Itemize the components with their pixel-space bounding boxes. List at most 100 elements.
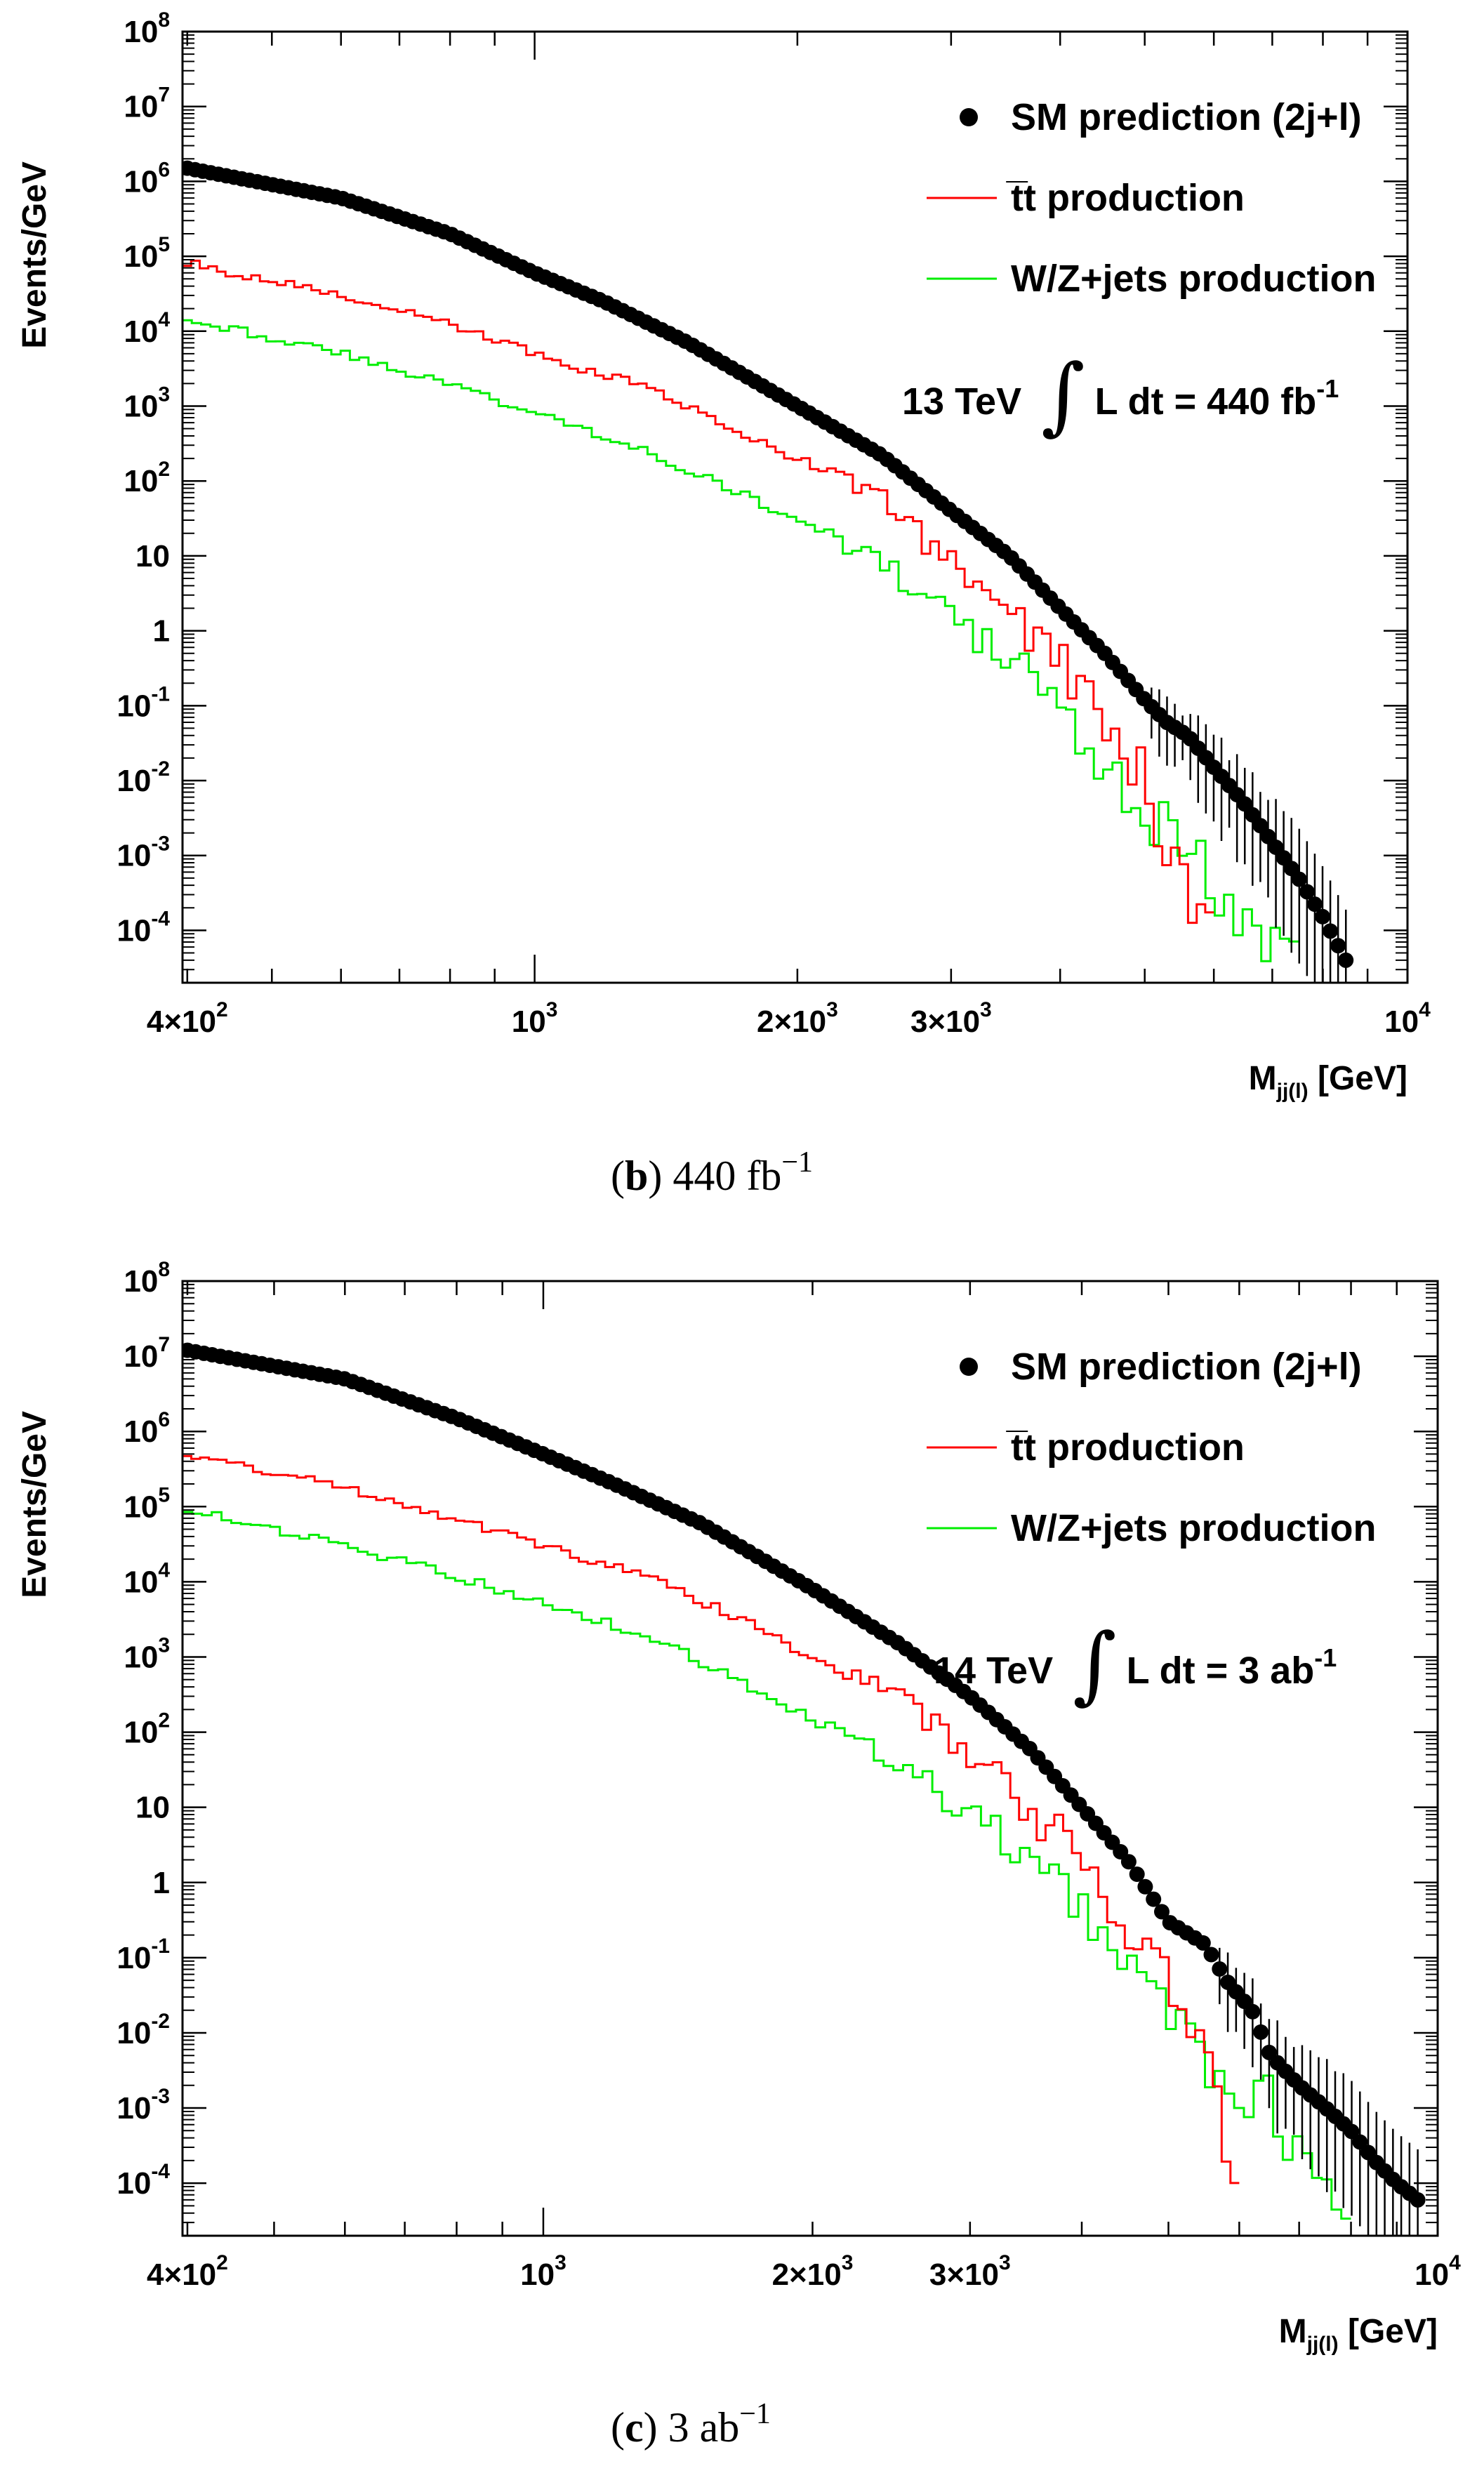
x-tick-label: 103 — [520, 2251, 567, 2292]
panel-caption: (b) 440 fb−1 — [611, 1146, 813, 1199]
y-tick-base: 10 — [117, 913, 151, 948]
luminosity-label: 13 TeV ∫ L dt = 440 fb-1 — [902, 347, 1339, 444]
plot-frame — [181, 30, 1409, 984]
legend-marker — [960, 108, 978, 126]
x-tick-base: 2×10 — [757, 1005, 826, 1039]
y-tick-base: 10 — [124, 90, 158, 124]
y-tick-label: 103 — [124, 383, 170, 424]
plot-frame — [181, 1280, 1439, 2237]
data-point — [1129, 1867, 1145, 1882]
y-tick-label: 10-4 — [117, 2160, 170, 2201]
legend-label: W/Z+jets production — [1011, 1507, 1377, 1549]
x-tick-exponent: 3 — [546, 998, 558, 1021]
x-tick-label: 3×103 — [910, 998, 992, 1039]
x-tick-exponent: 3 — [842, 2251, 854, 2274]
y-tick-exponent: -4 — [151, 2160, 170, 2183]
x-tick-exponent: 2 — [216, 2251, 228, 2274]
x-tick-exponent: 3 — [555, 2251, 567, 2274]
y-tick-label: 10-2 — [117, 2010, 170, 2050]
caption-letter: c — [625, 2404, 644, 2451]
x-tick-label: 4×102 — [147, 2251, 228, 2292]
y-tick-label: 10 — [135, 1791, 170, 1825]
y-tick-base: 10 — [124, 164, 158, 199]
data-point — [1203, 1947, 1219, 1963]
lumi-energy: 14 TeV — [934, 1650, 1053, 1692]
y-tick-label: 106 — [124, 158, 170, 199]
plot-area — [183, 1342, 1426, 2236]
x-tick-base: 10 — [512, 1005, 546, 1039]
data-point — [1338, 952, 1354, 968]
x-tick-label: 103 — [512, 998, 558, 1039]
legend-label: t̅t production — [1006, 177, 1245, 219]
chart-panel-b: 10-410-310-210-1110102103104105106107108… — [16, 8, 1431, 1199]
y-tick-base: 10 — [124, 1490, 158, 1524]
x-tick-base: 10 — [1415, 2257, 1449, 2292]
data-point — [1245, 2003, 1261, 2020]
caption-letter: b — [625, 1153, 648, 1199]
y-tick-exponent: -4 — [151, 907, 170, 930]
y-tick-label: 107 — [124, 84, 170, 124]
y-tick-label: 104 — [124, 308, 170, 349]
y-tick-exponent: 7 — [158, 84, 170, 107]
y-tick-label: 107 — [124, 1333, 170, 1374]
y-tick-label: 10-1 — [117, 682, 170, 723]
y-tick-base: 10 — [124, 1414, 158, 1449]
x-tick-base: 10 — [520, 2257, 555, 2292]
data-point — [1237, 796, 1253, 812]
x-tick-label: 104 — [1384, 998, 1431, 1039]
x-tick-label: 2×103 — [772, 2251, 854, 2292]
series-line-wzjets — [183, 1511, 1351, 2220]
caption-exponent: −1 — [739, 2398, 771, 2430]
data-point — [1344, 2123, 1360, 2140]
luminosity-label: 14 TeV ∫ L dt = 3 ab-1 — [934, 1616, 1337, 1713]
legend-label: W/Z+jets production — [1011, 258, 1377, 300]
data-point — [1137, 1878, 1153, 1895]
x-axis-label: Mjj(l) [GeV] — [1279, 2313, 1438, 2356]
y-tick-label: 105 — [124, 233, 170, 274]
y-tick-base: 10 — [124, 1716, 158, 1750]
data-point — [1252, 818, 1268, 834]
y-tick-exponent: -1 — [151, 682, 170, 705]
data-point — [1146, 1891, 1162, 1907]
y-tick-label: 1 — [153, 614, 170, 649]
y-axis-label: Events/GeV — [16, 161, 53, 349]
data-point — [1120, 1854, 1137, 1870]
y-tick-label: 102 — [124, 1709, 170, 1750]
y-tick-exponent: 3 — [158, 1633, 170, 1657]
caption-text: ) 3 ab — [644, 2404, 740, 2451]
caption-text: ) 440 fb — [648, 1153, 781, 1199]
caption-open: ( — [611, 1153, 625, 1199]
y-tick-exponent: 3 — [158, 383, 170, 406]
x-tick-exponent: 3 — [980, 998, 992, 1021]
data-point — [1212, 1961, 1228, 1977]
lumi-exponent: -1 — [1314, 1643, 1337, 1672]
y-tick-base: 10 — [124, 1640, 158, 1674]
data-point — [1410, 2192, 1426, 2208]
y-tick-base: 10 — [124, 1264, 158, 1299]
data-point — [1330, 938, 1346, 954]
y-tick-base: 10 — [124, 314, 158, 349]
x-tick-base: 3×10 — [910, 1005, 980, 1039]
y-tick-label: 10 — [135, 539, 170, 574]
x-tick-exponent: 3 — [826, 998, 838, 1021]
x-tick-label: 2×103 — [757, 998, 838, 1039]
integral-symbol: ∫ — [1041, 347, 1085, 444]
data-point — [1306, 896, 1323, 913]
panel-caption: (c) 3 ab−1 — [611, 2398, 771, 2451]
y-tick-base: 10 — [117, 689, 151, 723]
x-axis-label-main: M — [1249, 1060, 1277, 1097]
plot-area — [183, 160, 1354, 983]
legend: SM prediction (2j+l) t̅t production W/Z+je… — [927, 96, 1377, 300]
data-point — [1352, 2134, 1368, 2150]
x-tick-exponent: 4 — [1449, 2251, 1461, 2274]
data-point — [1236, 1994, 1252, 2010]
y-tick-base: 10 — [117, 2016, 151, 2050]
y-tick-base: 10 — [124, 239, 158, 274]
y-tick-label: 106 — [124, 1408, 170, 1449]
lumi-exponent: -1 — [1316, 374, 1339, 403]
y-tick-base: 10 — [135, 1791, 170, 1825]
x-tick-base: 4×10 — [147, 1005, 216, 1039]
x-axis-label-unit: [GeV] — [1339, 2313, 1438, 2350]
data-point — [1253, 2024, 1269, 2040]
